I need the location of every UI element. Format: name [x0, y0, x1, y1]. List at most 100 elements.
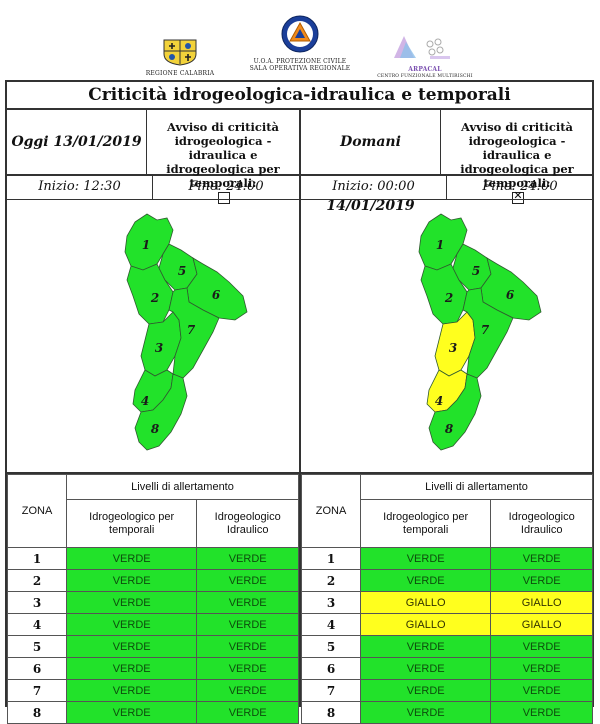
- level-idro-idraulico: VERDE: [196, 591, 299, 614]
- col-idro-idraulico-header: Idrogeologico Idraulico: [196, 499, 299, 548]
- zone-row: 2 VERDE VERDE: [7, 569, 299, 592]
- avviso-line-2: idrogeologica - idraulica e: [468, 134, 566, 162]
- regione-calabria-emblem-icon: [163, 39, 197, 66]
- zone-number: 7: [301, 679, 361, 702]
- col-idro-idraulico-header: Idrogeologico Idraulico: [490, 499, 593, 548]
- level-idro-idraulico: VERDE: [196, 547, 299, 570]
- map-zone-label-8: 8: [151, 422, 160, 436]
- livelli-header: Livelli di allertamento: [66, 473, 299, 501]
- protezione-civile-caption-2: SALA OPERATIVA REGIONALE: [249, 65, 351, 72]
- zona-header: ZONA: [7, 474, 67, 548]
- zone-number: 1: [301, 547, 361, 570]
- level-idro-idraulico: VERDE: [490, 657, 593, 680]
- protezione-civile-emblem-icon: [281, 15, 319, 53]
- level-idro-temporali: VERDE: [65, 613, 198, 636]
- zone-row: 3 GIALLO GIALLO: [301, 591, 593, 614]
- map-zone-label-5: 5: [178, 264, 186, 278]
- panel-domani: Domani 14/01/2019 Avviso di criticità id…: [301, 110, 593, 724]
- zone-row: 8 VERDE VERDE: [301, 701, 593, 724]
- map-zone-label-3: 3: [449, 341, 457, 355]
- zone-row: 7 VERDE VERDE: [7, 679, 299, 702]
- avviso-checkbox-checked: ✕: [512, 189, 524, 204]
- alert-levels-table: ZONA Livelli di allertamento Idrogeologi…: [7, 473, 299, 724]
- inizio-time: Inizio: 00:00: [301, 176, 447, 199]
- zone-row: 2 VERDE VERDE: [301, 569, 593, 592]
- zona-header: ZONA: [301, 474, 361, 548]
- calabria-zone-map: 1 2 3 4 5 6 7 8: [7, 200, 299, 474]
- level-idro-temporali: VERDE: [359, 635, 492, 658]
- zone-number: 6: [7, 657, 67, 680]
- avviso-checkbox: [218, 192, 230, 204]
- level-idro-idraulico: VERDE: [196, 657, 299, 680]
- zone-row: 5 VERDE VERDE: [301, 635, 593, 658]
- panel-header: Oggi 13/01/2019 Avviso di criticità idro…: [7, 110, 299, 204]
- zone-row: 1 VERDE VERDE: [301, 547, 593, 570]
- avviso-line-1: Avviso di criticità: [167, 120, 279, 134]
- regione-calabria-caption: REGIONE CALABRIA: [145, 70, 215, 77]
- zone-map-svg: 1 2 3 4 5 6 7 8: [124, 213, 248, 451]
- calabria-zone-map: 1 2 3 4 5 6 7 8: [301, 200, 593, 474]
- map-zone-label-6: 6: [212, 288, 221, 302]
- livelli-header: Livelli di allertamento: [360, 473, 593, 501]
- protezione-civile-logo: U.O.A. PROTEZIONE CIVILE SALA OPERATIVA …: [248, 14, 352, 72]
- zone-row: 7 VERDE VERDE: [301, 679, 593, 702]
- fine-time: Fine: 24:00: [188, 179, 264, 194]
- level-idro-idraulico: VERDE: [196, 613, 299, 636]
- level-idro-temporali: VERDE: [65, 701, 198, 724]
- map-zone-label-3: 3: [155, 341, 163, 355]
- map-zone-label-1: 1: [436, 238, 444, 252]
- map-zone-7: [462, 287, 514, 379]
- panel-date: Oggi 13/01/2019: [7, 110, 147, 174]
- level-idro-temporali: VERDE: [65, 657, 198, 680]
- protezione-civile-caption: U.O.A. PROTEZIONE CIVILE: [253, 58, 347, 65]
- level-idro-temporali: VERDE: [359, 569, 492, 592]
- zone-row: 6 VERDE VERDE: [7, 657, 299, 680]
- zone-row: 3 VERDE VERDE: [7, 591, 299, 614]
- zone-row: 8 VERDE VERDE: [7, 701, 299, 724]
- level-idro-temporali: VERDE: [65, 547, 198, 570]
- zone-row: 4 VERDE VERDE: [7, 613, 299, 636]
- level-idro-idraulico: VERDE: [490, 701, 593, 724]
- panel-header: Domani 14/01/2019 Avviso di criticità id…: [301, 110, 593, 214]
- level-idro-idraulico: VERDE: [196, 701, 299, 724]
- zone-row: 6 VERDE VERDE: [301, 657, 593, 680]
- zone-row: 5 VERDE VERDE: [7, 635, 299, 658]
- map-zone-8: [134, 373, 188, 451]
- level-idro-idraulico: VERDE: [196, 635, 299, 658]
- avviso-text: Avviso di criticità idrogeologica - idra…: [441, 110, 593, 204]
- map-zone-label-7: 7: [187, 323, 196, 337]
- zone-number: 1: [7, 547, 67, 570]
- map-zone-label-4: 4: [435, 394, 443, 408]
- bulletin-title: Criticità idrogeologica-idraulica e temp…: [7, 82, 592, 110]
- alert-table: ZONA Livelli di allertamento Idrogeologi…: [7, 473, 299, 724]
- map-zone-label-1: 1: [142, 238, 150, 252]
- col-idro-temporali-header: Idrogeologico per temporali: [65, 499, 198, 548]
- fine-time: Fine: 24:00: [482, 179, 558, 194]
- level-idro-temporali: VERDE: [359, 679, 492, 702]
- level-idro-idraulico: VERDE: [196, 679, 299, 702]
- zone-map-svg: 1 2 3 4 5 6 7 8: [418, 213, 542, 451]
- level-idro-idraulico: VERDE: [490, 679, 593, 702]
- avviso-line-3: idrogeologica per temporali:: [166, 162, 280, 190]
- col-idro-temporali-header: Idrogeologico per temporali: [359, 499, 492, 548]
- arpacal-caption-2: CENTRO FUNZIONALE MULTIRISCHI: [377, 74, 473, 79]
- zone-number: 5: [301, 635, 361, 658]
- regione-calabria-logo: REGIONE CALABRIA: [140, 36, 220, 77]
- map-zone-label-6: 6: [506, 288, 515, 302]
- x-mark-icon: ✕: [513, 189, 523, 202]
- zone-number: 4: [301, 613, 361, 636]
- level-idro-temporali: VERDE: [65, 635, 198, 658]
- zone-number: 6: [301, 657, 361, 680]
- level-idro-temporali: VERDE: [359, 657, 492, 680]
- level-idro-temporali: GIALLO: [359, 613, 492, 636]
- arpacal-caption: ARPACAL: [408, 66, 442, 73]
- level-idro-temporali: VERDE: [359, 547, 492, 570]
- level-idro-idraulico: GIALLO: [490, 591, 593, 614]
- level-idro-idraulico: VERDE: [490, 635, 593, 658]
- time-row: Inizio: 00:00 Fine: 24:00: [301, 176, 593, 200]
- level-idro-temporali: VERDE: [65, 679, 198, 702]
- logo-bar: REGIONE CALABRIA U.O.A. PROTEZIONE CIVIL…: [0, 0, 600, 82]
- zone-row: 1 VERDE VERDE: [7, 547, 299, 570]
- avviso-line-2: idrogeologica - idraulica e: [174, 134, 272, 162]
- time-row: Inizio: 12:30 Fine: 24:00: [7, 176, 299, 200]
